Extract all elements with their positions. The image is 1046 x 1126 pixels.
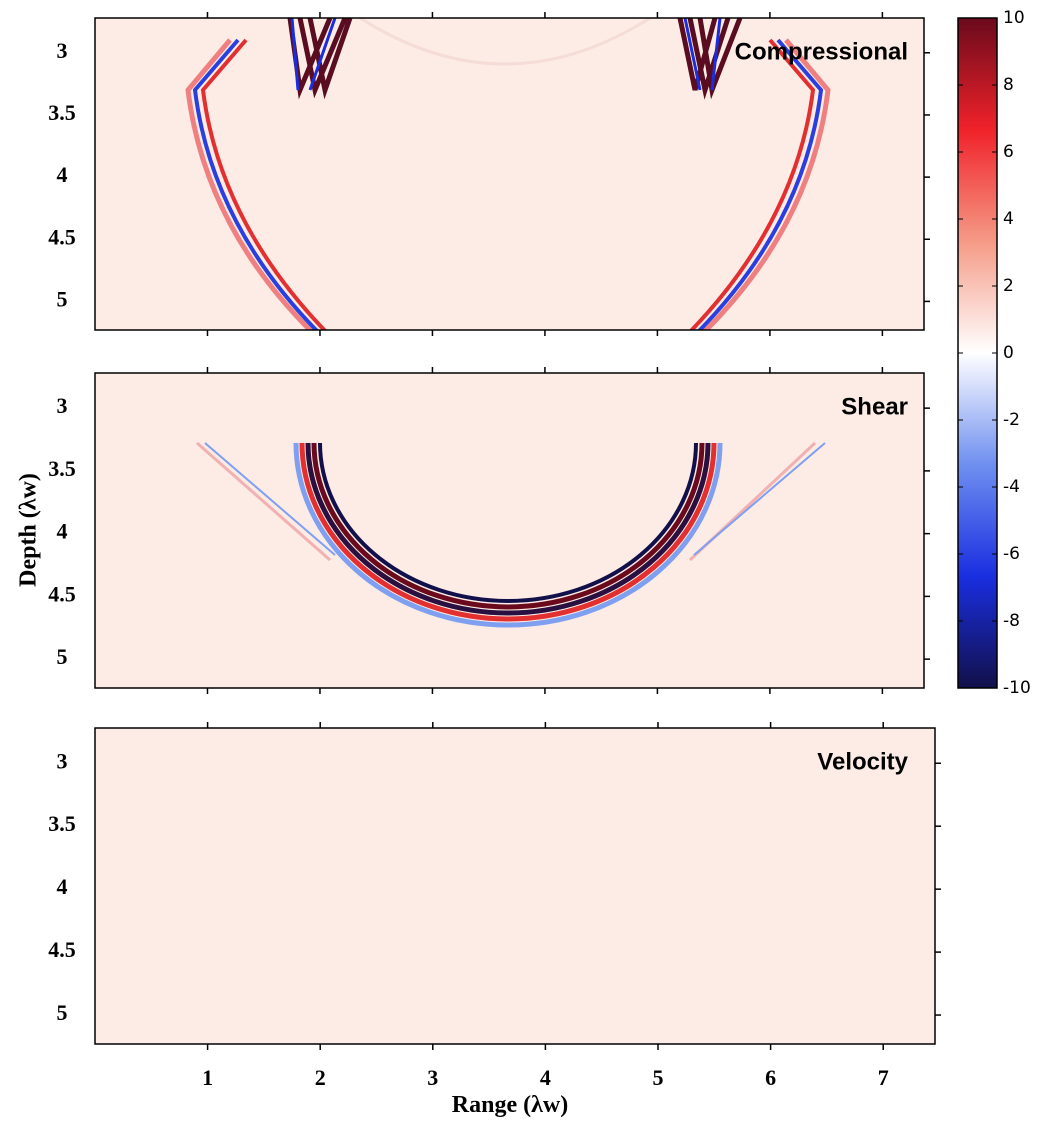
y-axis-label: Depth (λw) [16, 473, 42, 587]
y-tick-label: 5 [57, 1000, 68, 1025]
x-tick-label: 5 [653, 1065, 664, 1090]
y-tick-label: 4 [57, 519, 68, 544]
colorbar-tick-label: -2 [1003, 410, 1020, 430]
x-tick-label: 6 [765, 1065, 776, 1090]
x-tick-label: 7 [878, 1065, 889, 1090]
plot-frame [94, 727, 936, 1045]
panel-title: Shear [841, 393, 908, 420]
x-tick-label: 2 [315, 1065, 326, 1090]
plot-frame [94, 17, 925, 331]
y-tick-label: 5 [57, 644, 68, 669]
y-tick-label: 4.5 [48, 224, 76, 249]
panel-title: Velocity [817, 748, 908, 775]
x-axis-label: Range (λw) [452, 1092, 568, 1118]
colorbar-tick-label: -10 [1003, 678, 1031, 698]
y-tick-label: 5 [57, 286, 68, 311]
colorbar-tick-label: -4 [1003, 477, 1020, 497]
colorbar-tick-label: -8 [1003, 611, 1020, 631]
y-tick-label: 3.5 [48, 456, 76, 481]
y-tick-label: 3 [57, 38, 68, 63]
wavefield [196, 441, 826, 628]
y-tick-label: 3 [57, 748, 68, 773]
field-bg [95, 728, 935, 1044]
y-tick-label: 4.5 [48, 937, 76, 962]
y-tick-label: 4 [57, 162, 68, 187]
x-tick-label: 4 [540, 1065, 551, 1090]
x-tick-label: 1 [202, 1065, 213, 1090]
colorbar-tick-label: 4 [1003, 209, 1014, 229]
colorbar-tick-label: 6 [1003, 142, 1014, 162]
wavefield [185, 18, 831, 330]
colorbar [957, 17, 998, 689]
colorbar-tick-label: 2 [1003, 276, 1014, 296]
field-bg [95, 18, 924, 330]
panel-title: Compressional [735, 38, 908, 65]
colorbar-tick-label: 8 [1003, 75, 1014, 95]
x-tick-label: 3 [427, 1065, 438, 1090]
y-tick-label: 3.5 [48, 100, 76, 125]
y-tick-label: 4 [57, 874, 68, 899]
field-bg [95, 373, 924, 688]
colorbar-tick-label: 10 [1003, 8, 1025, 28]
y-tick-label: 3.5 [48, 811, 76, 836]
y-tick-label: 4.5 [48, 581, 76, 606]
plot-frame [94, 372, 925, 689]
y-tick-label: 3 [57, 393, 68, 418]
colorbar-tick-label: -6 [1003, 544, 1020, 564]
colorbar-tick-label: 0 [1003, 343, 1014, 363]
